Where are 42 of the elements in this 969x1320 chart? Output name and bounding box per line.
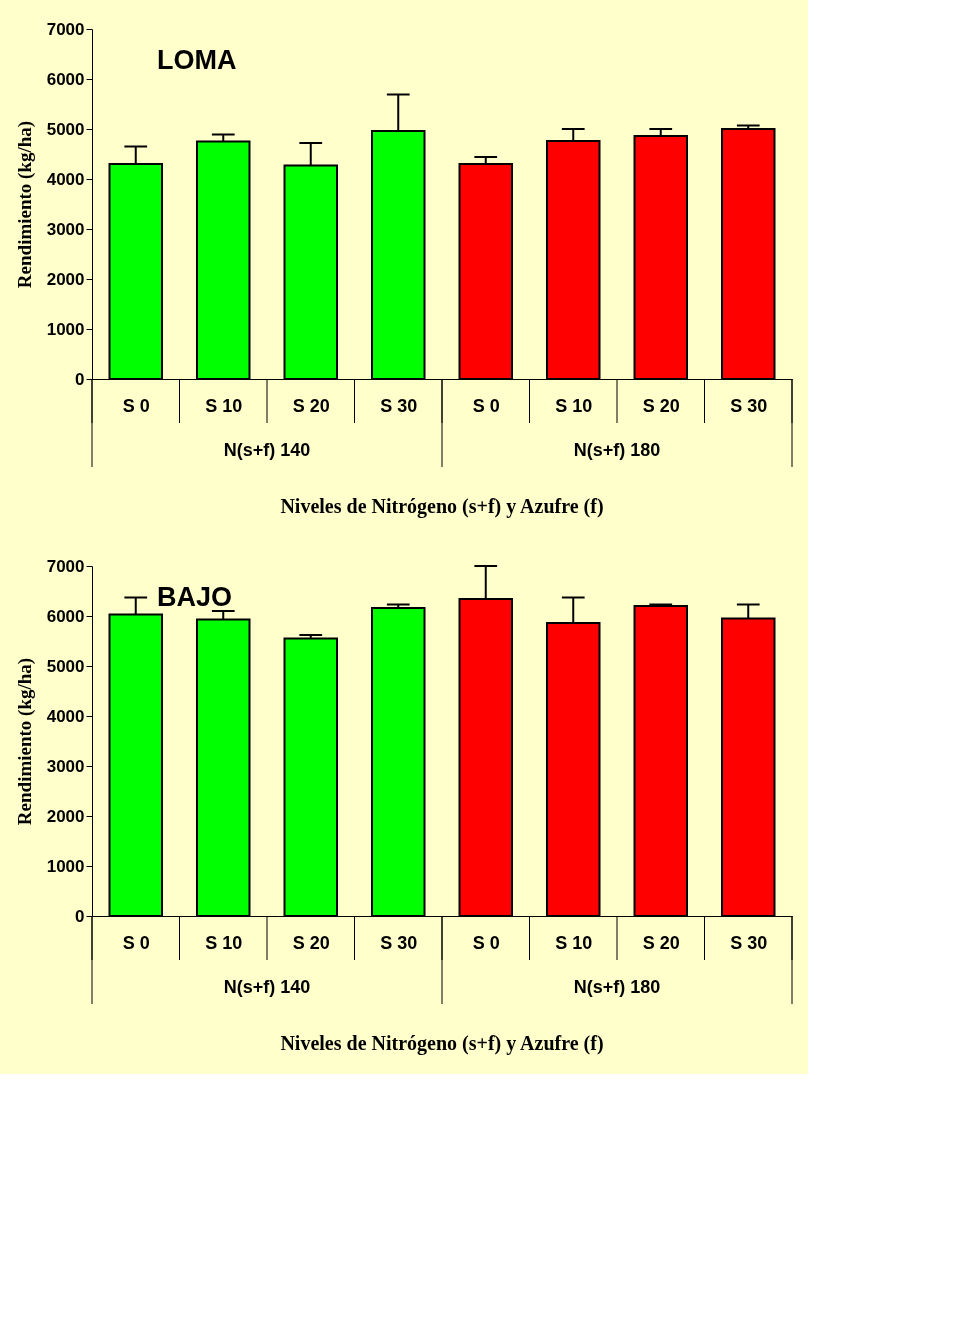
x-tick-label: S 20 (292, 395, 330, 416)
x-tick-label: S 10 (555, 932, 593, 953)
y-tick-label: 0 (75, 369, 85, 389)
text: LOMA (157, 45, 237, 75)
x-tick-label: S 0 (122, 932, 150, 953)
text: N(s+f) 180 (573, 440, 661, 460)
y-tick-label: 2000 (46, 269, 85, 289)
x-tick-label: S 0 (472, 395, 500, 416)
y-tick-label: 7000 (46, 556, 85, 576)
y-tick-label: 6000 (46, 69, 85, 89)
y-axis-title: Rendimiento (kg/ha) (13, 657, 36, 826)
text: N(s+f) 140 (223, 977, 311, 997)
x-tick-label: S 20 (292, 932, 330, 953)
x-tick-label: S 30 (730, 395, 768, 416)
x-axis-title: Niveles de Nitrógeno (s+f) y Azufre (f) (280, 495, 604, 518)
x-tick-label: S 30 (380, 395, 418, 416)
y-tick-label: 3000 (46, 219, 85, 239)
y-tick-label: 7000 (46, 19, 85, 39)
y-tick-label: 1000 (46, 319, 85, 339)
x-tick-label: S 0 (472, 932, 500, 953)
y-tick-label: 2000 (46, 806, 85, 826)
x-tick-label: S 0 (122, 395, 150, 416)
y-tick-label: 5000 (46, 119, 85, 139)
x-tick-label: S 30 (380, 932, 418, 953)
y-tick-label: 3000 (46, 756, 85, 776)
y-tick-label: 6000 (46, 606, 85, 626)
y-tick-label: 4000 (46, 169, 85, 189)
x-tick-label: S 30 (730, 932, 768, 953)
y-axis-title: Rendimiento (kg/ha) (13, 120, 36, 289)
x-tick-label: S 20 (642, 932, 680, 953)
y-tick-label: 0 (75, 906, 85, 926)
x-tick-label: S 10 (555, 395, 593, 416)
x-tick-label: S 10 (205, 395, 243, 416)
y-tick-label: 5000 (46, 656, 85, 676)
text: N(s+f) 180 (573, 977, 661, 997)
text: N(s+f) 140 (223, 440, 311, 460)
y-tick-label: 4000 (46, 706, 85, 726)
y-tick-label: 1000 (46, 856, 85, 876)
x-axis-title: Niveles de Nitrógeno (s+f) y Azufre (f) (280, 1032, 604, 1055)
x-tick-label: S 20 (642, 395, 680, 416)
text: BAJO (157, 582, 233, 612)
x-tick-label: S 10 (205, 932, 243, 953)
